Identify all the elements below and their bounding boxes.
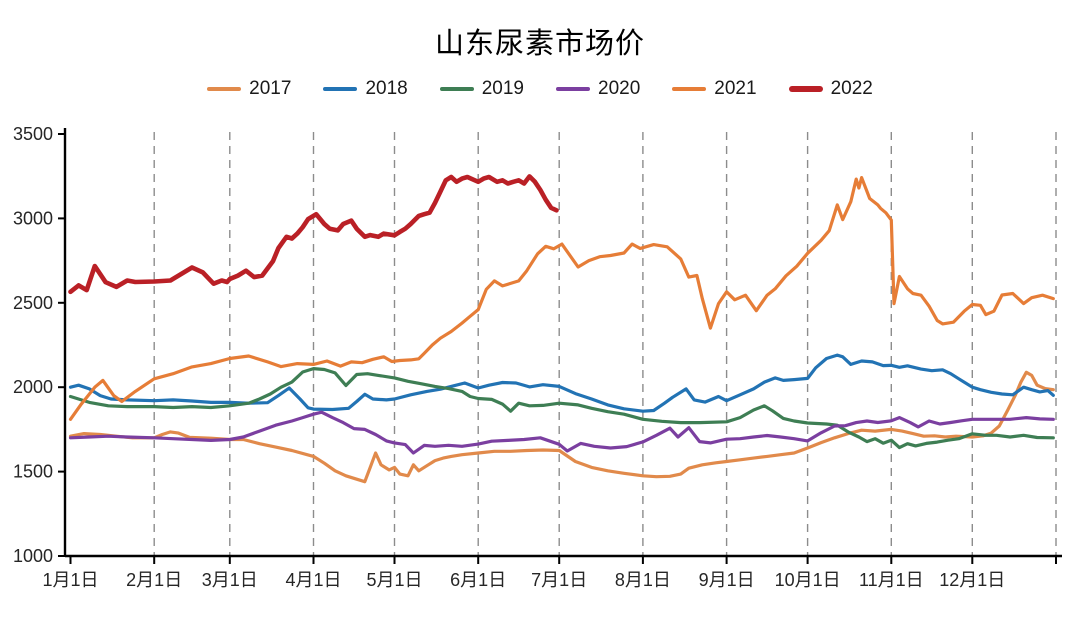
- y-tick-label: 3000: [13, 208, 53, 228]
- y-tick-label: 3500: [13, 124, 53, 144]
- y-tick-label: 1000: [13, 546, 53, 566]
- x-tick-label: 6月1日: [450, 570, 506, 590]
- legend-swatch-2021: [672, 86, 707, 92]
- series-line-2019: [68, 367, 1055, 450]
- legend-label-2019: 2019: [481, 78, 524, 99]
- y-tick-label: 1500: [13, 462, 53, 482]
- chart-legend: 2017 2018 2019 2020 2021 2022: [0, 78, 1080, 100]
- legend-swatch-2018: [323, 86, 358, 92]
- legend-label-2018: 2018: [365, 78, 408, 99]
- series-line-2017: [68, 370, 1055, 484]
- x-tick-label: 1月1日: [42, 570, 98, 590]
- x-tick-label: 5月1日: [366, 570, 422, 590]
- series-line-2020: [68, 410, 1055, 455]
- x-tick-label: 3月1日: [202, 570, 258, 590]
- x-tick-label: 9月1日: [699, 570, 755, 590]
- legend-item-2018: 2018: [323, 78, 408, 100]
- x-tick-label: 8月1日: [615, 570, 671, 590]
- x-tick-label: 12月1日: [939, 570, 1005, 590]
- legend-item-2021: 2021: [672, 78, 757, 100]
- x-tick-label: 2月1日: [126, 570, 182, 590]
- legend-label-2017: 2017: [249, 78, 292, 99]
- x-tick-label: 4月1日: [285, 570, 341, 590]
- series-line-2018: [68, 353, 1055, 413]
- chart-title: 山东尿素市场价: [434, 28, 645, 60]
- x-tick-label: 10月1日: [775, 570, 841, 590]
- x-tick-label: 11月1日: [859, 570, 924, 590]
- legend-swatch-2020: [556, 86, 590, 92]
- legend-item-2017: 2017: [207, 78, 291, 100]
- legend-swatch-2019: [439, 86, 474, 92]
- legend-label-2020: 2020: [598, 78, 641, 99]
- legend-label-2021: 2021: [714, 78, 757, 99]
- y-tick-label: 2000: [13, 377, 53, 397]
- legend-swatch-2022: [788, 85, 823, 93]
- legend-label-2022: 2022: [830, 78, 873, 99]
- series-line-2021: [68, 176, 1055, 421]
- legend-item-2020: 2020: [556, 78, 640, 100]
- y-tick-label: 2500: [13, 293, 53, 313]
- x-tick-label: 7月1日: [531, 570, 587, 590]
- legend-swatch-2017: [207, 86, 242, 92]
- legend-item-2019: 2019: [439, 78, 524, 100]
- legend-item-2022: 2022: [788, 78, 873, 100]
- series-line-2022: [68, 174, 559, 295]
